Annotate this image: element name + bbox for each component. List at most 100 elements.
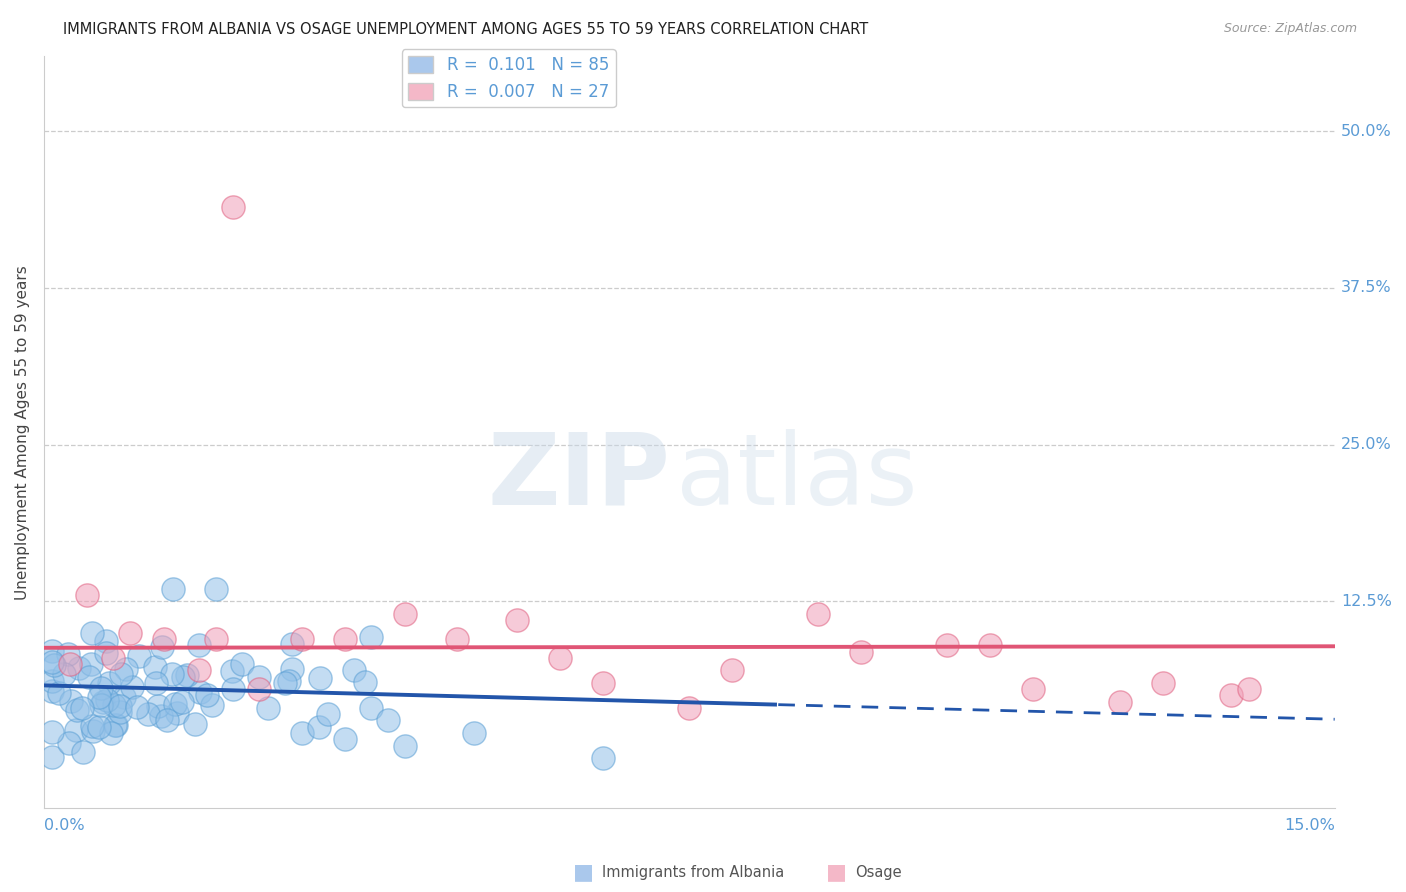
Point	[156, 713, 179, 727]
Point	[188, 685, 211, 699]
Point	[166, 706, 188, 720]
Point	[101, 650, 124, 665]
Point	[121, 680, 143, 694]
Point	[360, 630, 382, 644]
Point	[333, 632, 356, 646]
Point	[70, 701, 93, 715]
Point	[231, 657, 253, 671]
Point	[98, 675, 121, 690]
Text: 15.0%: 15.0%	[1284, 818, 1334, 833]
Point	[222, 200, 245, 214]
Point	[342, 663, 364, 677]
Point	[104, 717, 127, 731]
Point	[187, 664, 209, 678]
Text: Osage: Osage	[855, 865, 901, 880]
Point	[80, 625, 103, 640]
Point	[53, 667, 76, 681]
Point	[333, 732, 356, 747]
Point	[41, 644, 63, 658]
Point	[89, 690, 111, 705]
Point	[463, 726, 485, 740]
Point	[308, 720, 330, 734]
Point	[176, 668, 198, 682]
Point	[77, 670, 100, 684]
Text: IMMIGRANTS FROM ALBANIA VS OSAGE UNEMPLOYMENT AMONG AGES 55 TO 59 YEARS CORRELAT: IMMIGRANTS FROM ALBANIA VS OSAGE UNEMPLO…	[63, 22, 869, 37]
Point	[807, 607, 830, 621]
Point	[59, 657, 82, 671]
Point	[42, 658, 65, 673]
Point	[152, 640, 174, 654]
Point	[1108, 695, 1130, 709]
Text: Source: ZipAtlas.com: Source: ZipAtlas.com	[1223, 22, 1357, 36]
Point	[291, 632, 314, 646]
Point	[678, 701, 700, 715]
Point	[1022, 682, 1045, 697]
Point	[87, 720, 110, 734]
Point	[94, 634, 117, 648]
Point	[146, 699, 169, 714]
Point	[67, 661, 90, 675]
Point	[394, 607, 416, 621]
Point	[160, 667, 183, 681]
Legend: R =  0.101   N = 85, R =  0.007   N = 27: R = 0.101 N = 85, R = 0.007 N = 27	[402, 49, 616, 107]
Point	[291, 726, 314, 740]
Point	[96, 646, 118, 660]
Point	[80, 657, 103, 672]
Point	[162, 582, 184, 596]
Point	[548, 650, 571, 665]
Point	[205, 582, 228, 596]
Point	[103, 698, 125, 712]
Point	[221, 665, 243, 679]
Point	[150, 709, 173, 723]
Text: 25.0%: 25.0%	[1341, 437, 1392, 452]
Text: 37.5%: 37.5%	[1341, 280, 1392, 295]
Point	[56, 647, 79, 661]
Point	[172, 670, 194, 684]
Point	[170, 695, 193, 709]
Point	[72, 745, 94, 759]
Point	[197, 689, 219, 703]
Text: ■: ■	[827, 863, 846, 882]
Point	[110, 706, 132, 720]
Point	[115, 662, 138, 676]
Point	[592, 751, 614, 765]
Point	[187, 638, 209, 652]
Text: ■: ■	[574, 863, 593, 882]
Point	[65, 723, 87, 737]
Point	[125, 699, 148, 714]
Text: ZIP: ZIP	[486, 429, 669, 525]
Point	[41, 683, 63, 698]
Point	[58, 736, 80, 750]
Y-axis label: Unemployment Among Ages 55 to 59 years: Unemployment Among Ages 55 to 59 years	[15, 265, 30, 599]
Point	[309, 671, 332, 685]
Point	[936, 638, 959, 652]
Point	[76, 588, 98, 602]
Point	[41, 725, 63, 739]
Point	[82, 723, 104, 738]
Point	[100, 725, 122, 739]
Point	[1152, 676, 1174, 690]
Point	[281, 663, 304, 677]
Point	[41, 750, 63, 764]
Point	[851, 644, 873, 658]
Point	[118, 625, 141, 640]
Point	[256, 701, 278, 715]
Point	[1220, 689, 1243, 703]
Point	[277, 673, 299, 688]
Point	[201, 698, 224, 713]
Point	[1237, 682, 1260, 697]
Point	[280, 637, 302, 651]
Point	[112, 690, 135, 705]
Point	[48, 686, 70, 700]
Point	[377, 714, 399, 728]
Text: atlas: atlas	[676, 429, 918, 525]
Point	[59, 694, 82, 708]
Point	[104, 718, 127, 732]
Point	[80, 719, 103, 733]
Point	[66, 703, 89, 717]
Point	[90, 698, 112, 713]
Point	[274, 676, 297, 690]
Point	[247, 682, 270, 697]
Point	[205, 632, 228, 646]
Point	[41, 655, 63, 669]
